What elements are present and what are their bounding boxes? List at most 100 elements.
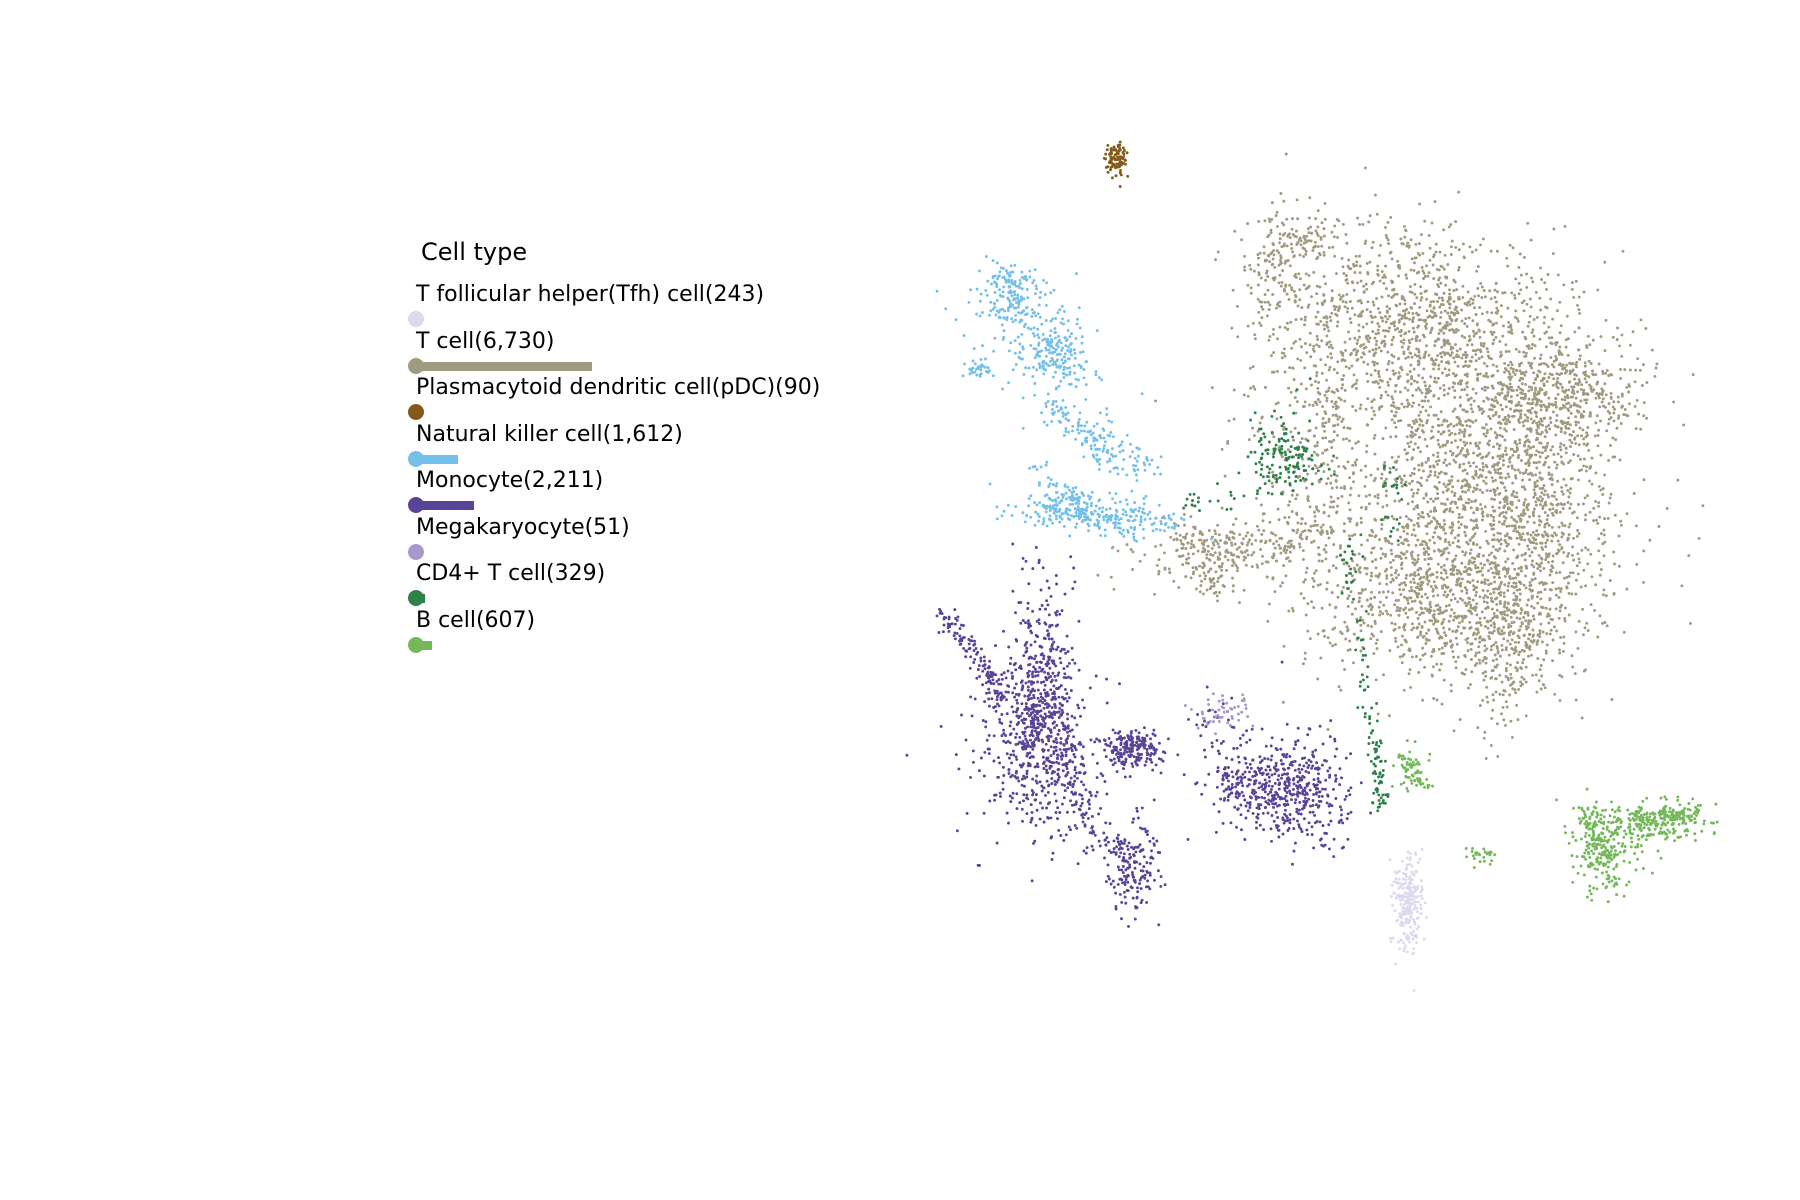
scatter-point: [1545, 408, 1549, 411]
scatter-point: [1398, 587, 1402, 591]
scatter-point: [1489, 427, 1493, 431]
scatter-point: [1533, 356, 1536, 360]
scatter-point: [1477, 446, 1481, 450]
scatter-point: [1524, 354, 1528, 358]
scatter-point: [1322, 253, 1326, 257]
scatter-point: [1531, 559, 1534, 563]
scatter-point: [1377, 605, 1381, 609]
scatter-point: [1214, 590, 1218, 594]
scatter-point: [1380, 379, 1384, 383]
scatter-point: [1599, 568, 1603, 571]
scatter-point: [1312, 539, 1316, 543]
scatter-point: [1409, 285, 1412, 289]
scatter-point: [1492, 587, 1496, 591]
scatter-point: [1543, 315, 1547, 319]
scatter-point: [1371, 546, 1374, 550]
scatter-point: [1275, 224, 1279, 228]
scatter-point: [1191, 566, 1195, 570]
scatter-point: [1277, 251, 1281, 255]
scatter-point: [1174, 531, 1178, 535]
scatter-point: [1440, 355, 1444, 359]
scatter-point: [1470, 670, 1474, 674]
scatter-point: [1532, 606, 1536, 610]
scatter-point: [1534, 546, 1538, 550]
scatter-point: [1485, 465, 1489, 469]
scatter-point: [1442, 563, 1446, 567]
scatter-point: [1242, 558, 1246, 562]
scatter-point: [1352, 661, 1355, 665]
scatter-point: [1491, 693, 1495, 697]
scatter-point: [1513, 602, 1517, 606]
scatter-point: [1298, 474, 1302, 478]
scatter-point: [1325, 324, 1329, 328]
scatter-point: [1551, 503, 1554, 507]
scatter-point: [1537, 498, 1541, 502]
scatter-point: [1402, 341, 1405, 345]
scatter-point: [1256, 297, 1260, 301]
scatter-point: [1426, 274, 1430, 278]
scatter-point: [1231, 576, 1234, 580]
scatter-point: [1412, 491, 1416, 495]
scatter-point: [1542, 361, 1546, 365]
scatter-point: [1364, 475, 1368, 479]
scatter-point: [1310, 231, 1314, 235]
scatter-point: [1341, 294, 1345, 298]
scatter-point: [1275, 369, 1279, 373]
scatter-point: [1543, 281, 1547, 285]
scatter-point: [1268, 520, 1272, 524]
scatter-point: [1450, 239, 1454, 243]
scatter-point: [1487, 451, 1491, 455]
scatter-point: [1331, 245, 1335, 249]
scatter-point: [1308, 403, 1311, 407]
scatter-point: [1285, 321, 1289, 325]
scatter-point: [1450, 608, 1454, 612]
scatter-point: [1439, 432, 1443, 436]
scatter-point: [1434, 314, 1438, 318]
scatter-point: [1449, 614, 1452, 618]
scatter-point: [1353, 313, 1357, 317]
scatter-point: [1539, 308, 1543, 312]
scatter-point: [1460, 319, 1464, 323]
scatter-point: [1424, 391, 1428, 395]
scatter-point: [1490, 551, 1494, 555]
scatter-point: [1491, 374, 1495, 377]
scatter-point: [1419, 233, 1423, 237]
scatter-point: [1547, 405, 1551, 409]
scatter-point: [1523, 633, 1526, 637]
scatter-point: [1510, 610, 1514, 614]
scatter-point: [1432, 594, 1435, 598]
scatter-point: [1492, 533, 1496, 537]
scatter-point: [1558, 570, 1562, 574]
scatter-point: [1420, 625, 1424, 629]
scatter-point: [1318, 285, 1322, 289]
scatter-point: [1329, 440, 1333, 444]
scatter-point: [1356, 440, 1360, 444]
scatter-point: [1497, 421, 1500, 425]
scatter-point: [1546, 273, 1550, 276]
scatter-point: [1232, 561, 1236, 565]
scatter-point: [1303, 318, 1307, 322]
scatter-point: [1436, 354, 1440, 358]
scatter-point: [1507, 370, 1511, 374]
scatter-point: [1522, 658, 1526, 661]
scatter-point: [1307, 239, 1311, 243]
scatter-point: [1410, 435, 1414, 439]
scatter-point: [1397, 419, 1400, 423]
scatter-point: [1418, 584, 1422, 588]
scatter-point: [1347, 534, 1351, 538]
scatter-point: [1586, 433, 1589, 437]
scatter-point: [1512, 620, 1516, 624]
scatter-point: [1601, 397, 1605, 401]
scatter-point: [1494, 568, 1498, 571]
scatter-point: [1448, 288, 1451, 292]
scatter-point: [1605, 369, 1609, 372]
scatter-point: [1454, 343, 1457, 347]
scatter-point: [1653, 374, 1657, 378]
scatter-point: [1607, 402, 1611, 406]
scatter-point: [1442, 519, 1446, 522]
scatter-point: [1463, 373, 1467, 377]
scatter-point: [1619, 519, 1623, 523]
scatter-point: [1315, 334, 1319, 338]
scatter-point: [1468, 245, 1472, 249]
scatter-point: [1440, 360, 1444, 364]
